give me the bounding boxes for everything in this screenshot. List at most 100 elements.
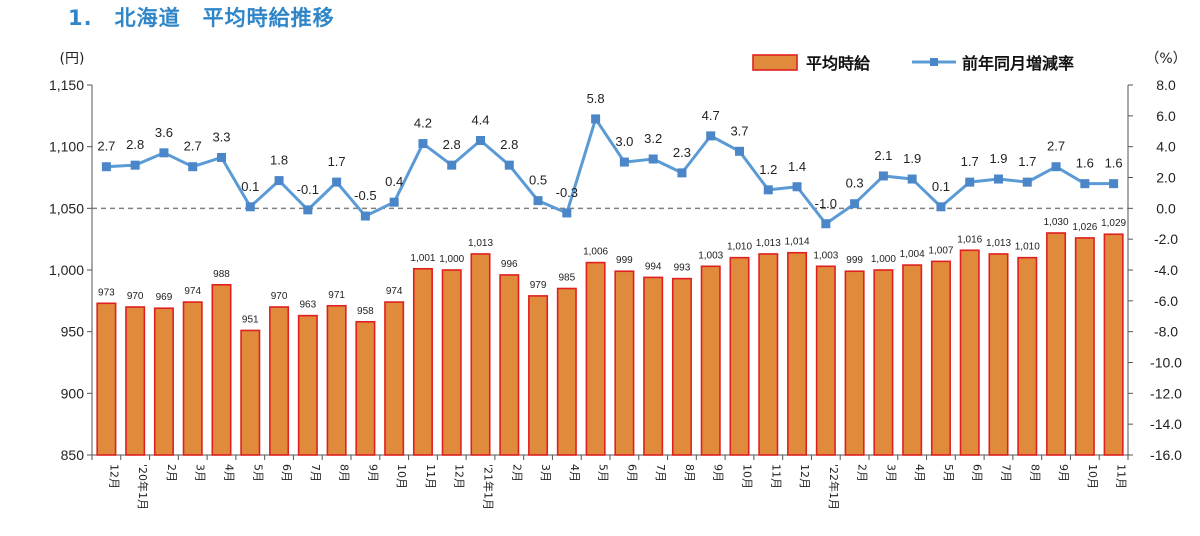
yoy-rate-point [850, 199, 860, 209]
bar [729, 256, 750, 456]
x-category-label: 4月 [568, 464, 581, 482]
x-category-label: 10月 [1086, 464, 1099, 489]
bar [787, 251, 808, 456]
bar [758, 253, 779, 456]
yoy-rate-label: 2.7 [97, 139, 115, 154]
left-tick-label: 900 [61, 385, 85, 401]
x-category-label: 10月 [741, 464, 754, 489]
bar [844, 270, 865, 456]
x-category-label: 9月 [1057, 464, 1070, 482]
bar-value-label: 1,006 [583, 247, 608, 258]
x-category-label: '20年1月 [136, 464, 150, 510]
yoy-rate-point [907, 174, 917, 184]
yoy-rate-point [101, 162, 111, 172]
x-category-label: 11月 [424, 464, 437, 489]
right-tick-label: -4.0 [1154, 262, 1178, 278]
bar-value-label: 985 [558, 273, 575, 284]
bar [902, 264, 923, 456]
yoy-rate-label: 3.6 [155, 125, 173, 140]
yoy-rate-label: 1.7 [328, 154, 346, 169]
yoy-rate-label: -1.0 [815, 196, 837, 211]
yoy-rate-point [303, 205, 313, 215]
yoy-rate-point [591, 114, 601, 124]
yoy-rate-label: 1.7 [961, 154, 979, 169]
bar [470, 253, 491, 456]
x-category-label: 9月 [366, 464, 379, 482]
yoy-rate-label: 2.1 [874, 148, 892, 163]
legend-marker-yoy-rate [930, 58, 938, 66]
bar [1074, 237, 1095, 456]
yoy-rate-label: 2.3 [673, 145, 691, 160]
bar [125, 306, 146, 456]
yoy-rate-label: 3.0 [615, 134, 633, 149]
yoy-rate-label: 3.7 [730, 123, 748, 138]
yoy-rate-point [274, 176, 284, 186]
right-tick-label: -2.0 [1154, 231, 1178, 247]
x-category-label: 6月 [625, 464, 638, 482]
x-category-label: 11月 [1115, 464, 1128, 489]
bar-value-label: 988 [213, 269, 230, 280]
x-category-label: 6月 [971, 464, 984, 482]
yoy-rate-point [562, 208, 572, 218]
x-category-label: 3月 [884, 464, 897, 482]
yoy-rate-point [735, 146, 744, 156]
yoy-rate-point [965, 177, 975, 187]
bar-value-label: 993 [674, 263, 691, 274]
bar-value-label: 1,003 [698, 250, 723, 261]
bar-value-label: 1,014 [785, 237, 810, 248]
bar-value-label: 958 [357, 306, 374, 317]
right-tick-label: 2.0 [1156, 170, 1176, 186]
yoy-rate-label: -0.5 [354, 188, 376, 203]
bar-value-label: 1,007 [928, 245, 953, 256]
yoy-rate-label: 3.2 [644, 131, 662, 146]
bar-value-label: 1,003 [813, 250, 838, 261]
x-category-label: 4月 [223, 464, 236, 482]
bar [355, 320, 376, 456]
bar [873, 269, 894, 456]
yoy-rate-point [792, 182, 802, 192]
x-category-label: 6月 [280, 464, 293, 482]
bar [499, 274, 520, 456]
bar [988, 253, 1009, 456]
yoy-rate-label: 4.4 [471, 113, 489, 128]
yoy-rate-point [476, 136, 485, 145]
x-category-label: 8月 [338, 464, 351, 482]
right-tick-label: -12.0 [1150, 385, 1182, 401]
bar-value-label: 1,026 [1072, 222, 1097, 233]
bar [1017, 256, 1038, 456]
x-category-label: 3月 [539, 464, 552, 482]
yoy-rate-label: 1.6 [1076, 156, 1094, 171]
bar-value-label: 970 [127, 291, 144, 302]
yoy-rate-label: -0.3 [556, 185, 578, 200]
yoy-rate-point [936, 202, 946, 212]
left-tick-label: 1,100 [49, 139, 84, 155]
bar-value-label: 1,029 [1101, 218, 1126, 229]
bar-value-label: 951 [242, 314, 259, 325]
yoy-rate-point [389, 197, 399, 207]
bar-value-label: 1,013 [468, 238, 493, 249]
x-category-label: 12月 [453, 464, 466, 489]
left-tick-label: 850 [61, 447, 85, 463]
yoy-rate-point [878, 171, 888, 181]
right-tick-label: -14.0 [1150, 416, 1182, 432]
bar-value-label: 1,013 [986, 238, 1011, 249]
bar [326, 304, 347, 456]
x-category-label: 7月 [309, 464, 322, 482]
bar [556, 287, 577, 456]
bar [441, 269, 462, 456]
bar-value-label: 1,000 [871, 254, 896, 265]
bar [153, 307, 174, 456]
bar [930, 260, 951, 456]
bar [96, 302, 117, 456]
x-category-label: 7月 [654, 464, 667, 482]
bar [1103, 233, 1124, 456]
yoy-rate-point [159, 148, 169, 158]
right-tick-label: 0.0 [1156, 200, 1176, 216]
legend-swatch-average-wage [752, 54, 798, 71]
bar-value-label: 1,010 [1015, 242, 1040, 253]
bar [211, 283, 232, 456]
yoy-rate-point [332, 177, 342, 187]
x-category-label: 12月 [798, 464, 811, 489]
bar [528, 295, 549, 456]
